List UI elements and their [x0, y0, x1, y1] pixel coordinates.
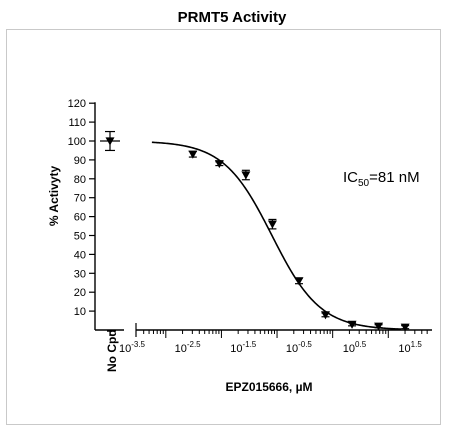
ic50-subscript: 50 [358, 178, 370, 189]
x-tick-label: 10-3.5 [119, 340, 146, 355]
y-tick-label: 60 [74, 212, 86, 224]
control-point [105, 137, 115, 146]
y-axis: 10 20 30 40 50 60 70 80 90 100 110 120 [68, 98, 96, 330]
chart-title: PRMT5 Activity [178, 9, 287, 26]
control-label: No Cpd [105, 329, 119, 372]
y-tick-label: 120 [68, 98, 86, 110]
data-points [100, 130, 410, 332]
y-tick-label: 20 [74, 287, 86, 299]
x-tick-label: 10-2.5 [175, 340, 202, 355]
fit-curve [151, 141, 402, 330]
x-axis-label: EPZ015666, µM [226, 380, 313, 394]
y-tick-label: 110 [68, 117, 86, 129]
data-point [294, 277, 304, 286]
data-point [188, 150, 198, 159]
ic50-prefix: IC [343, 169, 358, 186]
y-tick-label: 70 [74, 193, 86, 205]
data-point [347, 320, 357, 329]
ic50-annotation: IC50=81 nM [343, 169, 420, 189]
data-point [241, 171, 251, 180]
data-point [267, 220, 277, 229]
ic50-value: =81 nM [369, 169, 419, 186]
data-point [400, 323, 410, 332]
x-axis: 10-3.5 10-2.5 10-1.5 10-0.5 100.5 101.5 [119, 323, 432, 355]
y-axis-label: % Activyty [47, 166, 61, 227]
data-point [214, 160, 224, 169]
control-axis [95, 329, 124, 336]
data-point [374, 322, 384, 331]
y-tick-label: 30 [74, 268, 86, 280]
x-tick-label: 100.5 [343, 340, 367, 355]
x-tick-label: 10-0.5 [286, 340, 313, 355]
x-tick-label: 101.5 [398, 340, 422, 355]
y-tick-label: 100 [68, 136, 86, 148]
y-tick-label: 40 [74, 249, 86, 261]
x-tick-label: 10-1.5 [230, 340, 257, 355]
y-tick-label: 90 [74, 155, 86, 167]
chart-frame [6, 29, 441, 425]
y-tick-label: 80 [74, 174, 86, 186]
data-point [320, 311, 330, 320]
y-tick-label: 10 [74, 306, 86, 318]
y-tick-label: 50 [74, 231, 86, 243]
